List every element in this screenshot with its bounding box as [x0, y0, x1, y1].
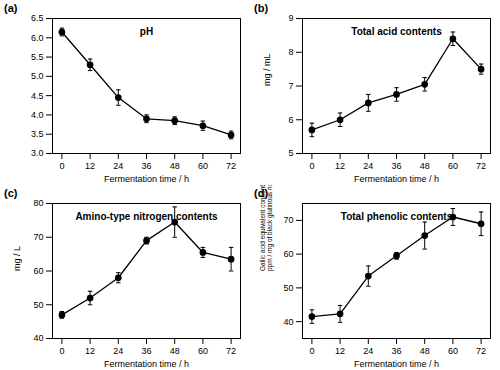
svg-text:70: 70 — [33, 232, 43, 242]
svg-text:5.5: 5.5 — [31, 52, 44, 62]
svg-text:7: 7 — [288, 81, 293, 91]
svg-text:Fermentation time / h: Fermentation time / h — [104, 174, 189, 184]
html-text:(d): (d) — [254, 187, 268, 199]
html-text:(c): (c) — [4, 187, 18, 199]
svg-text:0: 0 — [59, 161, 64, 171]
svg-text:5: 5 — [288, 148, 293, 158]
svg-text:12: 12 — [335, 161, 345, 171]
svg-text:36: 36 — [141, 161, 151, 171]
svg-text:72: 72 — [226, 161, 236, 171]
svg-text:40: 40 — [33, 333, 43, 343]
svg-text:9: 9 — [288, 13, 293, 23]
svg-text:72: 72 — [476, 161, 486, 171]
svg-text:0: 0 — [309, 161, 314, 171]
svg-text:36: 36 — [391, 161, 401, 171]
svg-text:mg / L: mg / L — [12, 246, 22, 271]
svg-text:3.0: 3.0 — [31, 148, 44, 158]
svg-text:48: 48 — [420, 346, 430, 356]
svg-text:pH: pH — [140, 26, 153, 37]
svg-text:48: 48 — [170, 161, 180, 171]
svg-text:60: 60 — [283, 249, 293, 259]
svg-text:24: 24 — [363, 161, 373, 171]
svg-text:0: 0 — [59, 346, 64, 356]
svg-text:Fermentation time / h: Fermentation time / h — [104, 359, 189, 369]
svg-text:12: 12 — [85, 161, 95, 171]
svg-text:60: 60 — [448, 346, 458, 356]
svg-text:Total phenolic contents: Total phenolic contents — [341, 211, 453, 222]
svg-text:5.0: 5.0 — [31, 71, 44, 81]
svg-text:Amino-type nitrogen contents: Amino-type nitrogen contents — [75, 211, 218, 222]
svg-text:36: 36 — [391, 346, 401, 356]
svg-text:6.0: 6.0 — [31, 33, 44, 43]
svg-text:24: 24 — [363, 346, 373, 356]
svg-text:80: 80 — [33, 198, 43, 208]
svg-text:72: 72 — [226, 346, 236, 356]
svg-text:60: 60 — [33, 266, 43, 276]
svg-text:Total acid contents: Total acid contents — [351, 26, 442, 37]
svg-text:4.0: 4.0 — [31, 110, 44, 120]
svg-text:24: 24 — [113, 161, 123, 171]
svg-text:4.5: 4.5 — [31, 91, 44, 101]
svg-text:50: 50 — [283, 283, 293, 293]
html-text:(a): (a) — [4, 2, 18, 14]
svg-text:48: 48 — [420, 161, 430, 171]
svg-text:8: 8 — [288, 47, 293, 57]
svg-text:48: 48 — [170, 346, 180, 356]
svg-text:6: 6 — [288, 115, 293, 125]
svg-text:12: 12 — [335, 346, 345, 356]
svg-text:3.5: 3.5 — [31, 129, 44, 139]
html-text:(b): (b) — [254, 2, 268, 14]
svg-text:70: 70 — [283, 215, 293, 225]
svg-text:6.5: 6.5 — [31, 13, 44, 23]
svg-text:12: 12 — [85, 346, 95, 356]
svg-text:50: 50 — [33, 300, 43, 310]
svg-text:40: 40 — [283, 317, 293, 327]
svg-text:36: 36 — [141, 346, 151, 356]
svg-text:60: 60 — [198, 346, 208, 356]
svg-text:Fermentation time / h: Fermentation time / h — [354, 359, 439, 369]
svg-text:Fermentation time / h: Fermentation time / h — [354, 174, 439, 184]
svg-text:24: 24 — [113, 346, 123, 356]
svg-text:0: 0 — [309, 346, 314, 356]
svg-text:72: 72 — [476, 346, 486, 356]
svg-text:60: 60 — [198, 161, 208, 171]
svg-text:60: 60 — [448, 161, 458, 171]
svg-text:mg / mL: mg / mL — [262, 53, 272, 86]
